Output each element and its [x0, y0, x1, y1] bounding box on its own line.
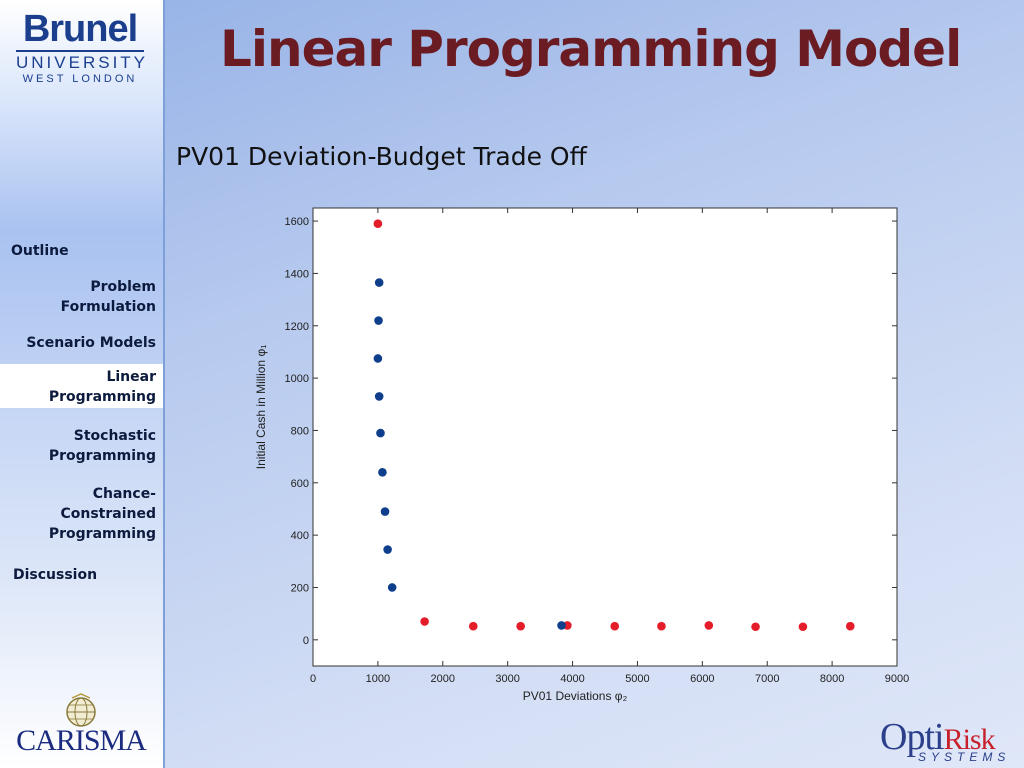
nav-item-label-line: Formulation: [60, 299, 156, 315]
y-tick-label: 800: [291, 425, 309, 437]
red-data-point: [845, 621, 855, 631]
red-data-point: [468, 621, 478, 631]
nav-item-label-line: Chance-: [92, 486, 156, 502]
blue-data-point: [380, 507, 390, 516]
nav-item-label: Discussion: [13, 567, 98, 583]
optirisk-logo-prefix: Opti: [880, 716, 945, 758]
x-tick-label: 6000: [690, 673, 714, 685]
x-tick-label: 9000: [885, 673, 909, 685]
blue-data-point: [387, 583, 397, 592]
blue-data-point: [557, 621, 566, 630]
nav-item-scenario-models[interactable]: Scenario Models: [26, 333, 156, 353]
x-tick-label: 3000: [495, 673, 519, 685]
x-tick-label: 7000: [755, 673, 779, 685]
optirisk-logo-name: OptiRisk: [880, 716, 996, 761]
red-data-point: [516, 621, 525, 631]
nav-item-stochastic-programming[interactable]: Stochastic Programming: [49, 426, 156, 466]
red-data-point: [420, 617, 429, 626]
blue-data-point: [374, 392, 384, 401]
y-axis-label: Initial Cash in Million φ₁: [254, 345, 268, 470]
red-data-point: [798, 622, 808, 632]
nav-item-label: Outline: [11, 243, 69, 259]
red-data-point: [704, 621, 714, 630]
brunel-logo-name: Brunel: [22, 8, 138, 50]
carisma-logo: CARISMA: [6, 692, 156, 762]
nav-item-label-line: Problem: [90, 279, 156, 295]
optirisk-logo: OptiRisk SYSTEMS: [880, 716, 1018, 764]
plot-area: [312, 207, 898, 667]
x-tick-label: 0: [310, 673, 316, 685]
nav-item-label-line: Constrained: [60, 506, 156, 522]
nav-item-chance-constrained-programming[interactable]: Chance- Constrained Programming: [49, 484, 156, 544]
sidebar: Brunel UNIVERSITY WEST LONDON Outline Pr…: [0, 0, 165, 768]
brunel-logo-university: UNIVERSITY: [16, 50, 145, 72]
blue-data-point: [378, 468, 387, 477]
blue-data-point: [383, 545, 392, 554]
x-axis-label: PV01 Deviations φ₂: [523, 689, 628, 703]
scatter-chart: 0 1000 2000 3000 4000 5000 6000 7000 8000 9000 0 20…: [254, 207, 909, 703]
optirisk-logo-suffix: Risk: [943, 723, 996, 756]
blue-data-point: [374, 316, 383, 325]
nav-item-label-line: Programming: [48, 526, 156, 542]
blue-data-point: [376, 428, 385, 438]
x-tick-label: 2000: [431, 673, 455, 685]
x-tick-label: 8000: [820, 673, 844, 685]
y-tick-label: 200: [291, 582, 309, 594]
globe-icon: [66, 693, 96, 727]
x-tick-label: 4000: [560, 673, 584, 685]
blue-data-point: [374, 278, 384, 287]
nav-item-label-line: Programming: [48, 389, 156, 405]
y-tick-label: 1000: [285, 373, 309, 385]
y-tick-label: 600: [291, 478, 309, 490]
red-data-point: [657, 621, 666, 631]
nav-item-discussion[interactable]: Discussion: [13, 565, 97, 585]
x-tick-label: 1000: [366, 673, 390, 685]
nav-item-label: Scenario Models: [26, 335, 156, 351]
nav-item-problem-formulation[interactable]: Problem Formulation: [61, 277, 156, 317]
nav-item-label-line: Stochastic: [73, 428, 156, 444]
red-data-point: [373, 219, 383, 229]
nav-item-linear-programming[interactable]: Linear Programming: [0, 364, 163, 408]
optirisk-logo-tagline: SYSTEMS: [918, 750, 1011, 764]
y-tick-label: 0: [303, 635, 309, 647]
x-tick-label: 5000: [625, 673, 649, 685]
red-data-point: [751, 622, 760, 632]
red-data-point: [610, 621, 620, 631]
y-tick-label: 1200: [285, 321, 309, 333]
slide-subtitle: PV01 Deviation-Budget Trade Off: [176, 142, 587, 171]
brunel-logo-west-london: WEST LONDON: [22, 73, 138, 85]
y-tick-label: 1600: [285, 216, 309, 228]
nav-item-outline[interactable]: Outline: [11, 241, 69, 261]
y-tick-label: 400: [291, 530, 309, 542]
nav-item-label-line: Programming: [48, 448, 156, 464]
y-tick-label: 1400: [285, 268, 309, 280]
nav-item-label-line: Linear: [106, 369, 156, 385]
slide-title: Linear Programming Model: [220, 20, 962, 78]
blue-data-point: [373, 354, 383, 363]
brunel-university-logo: Brunel UNIVERSITY WEST LONDON: [10, 8, 150, 86]
carisma-logo-text: CARISMA: [16, 724, 147, 757]
